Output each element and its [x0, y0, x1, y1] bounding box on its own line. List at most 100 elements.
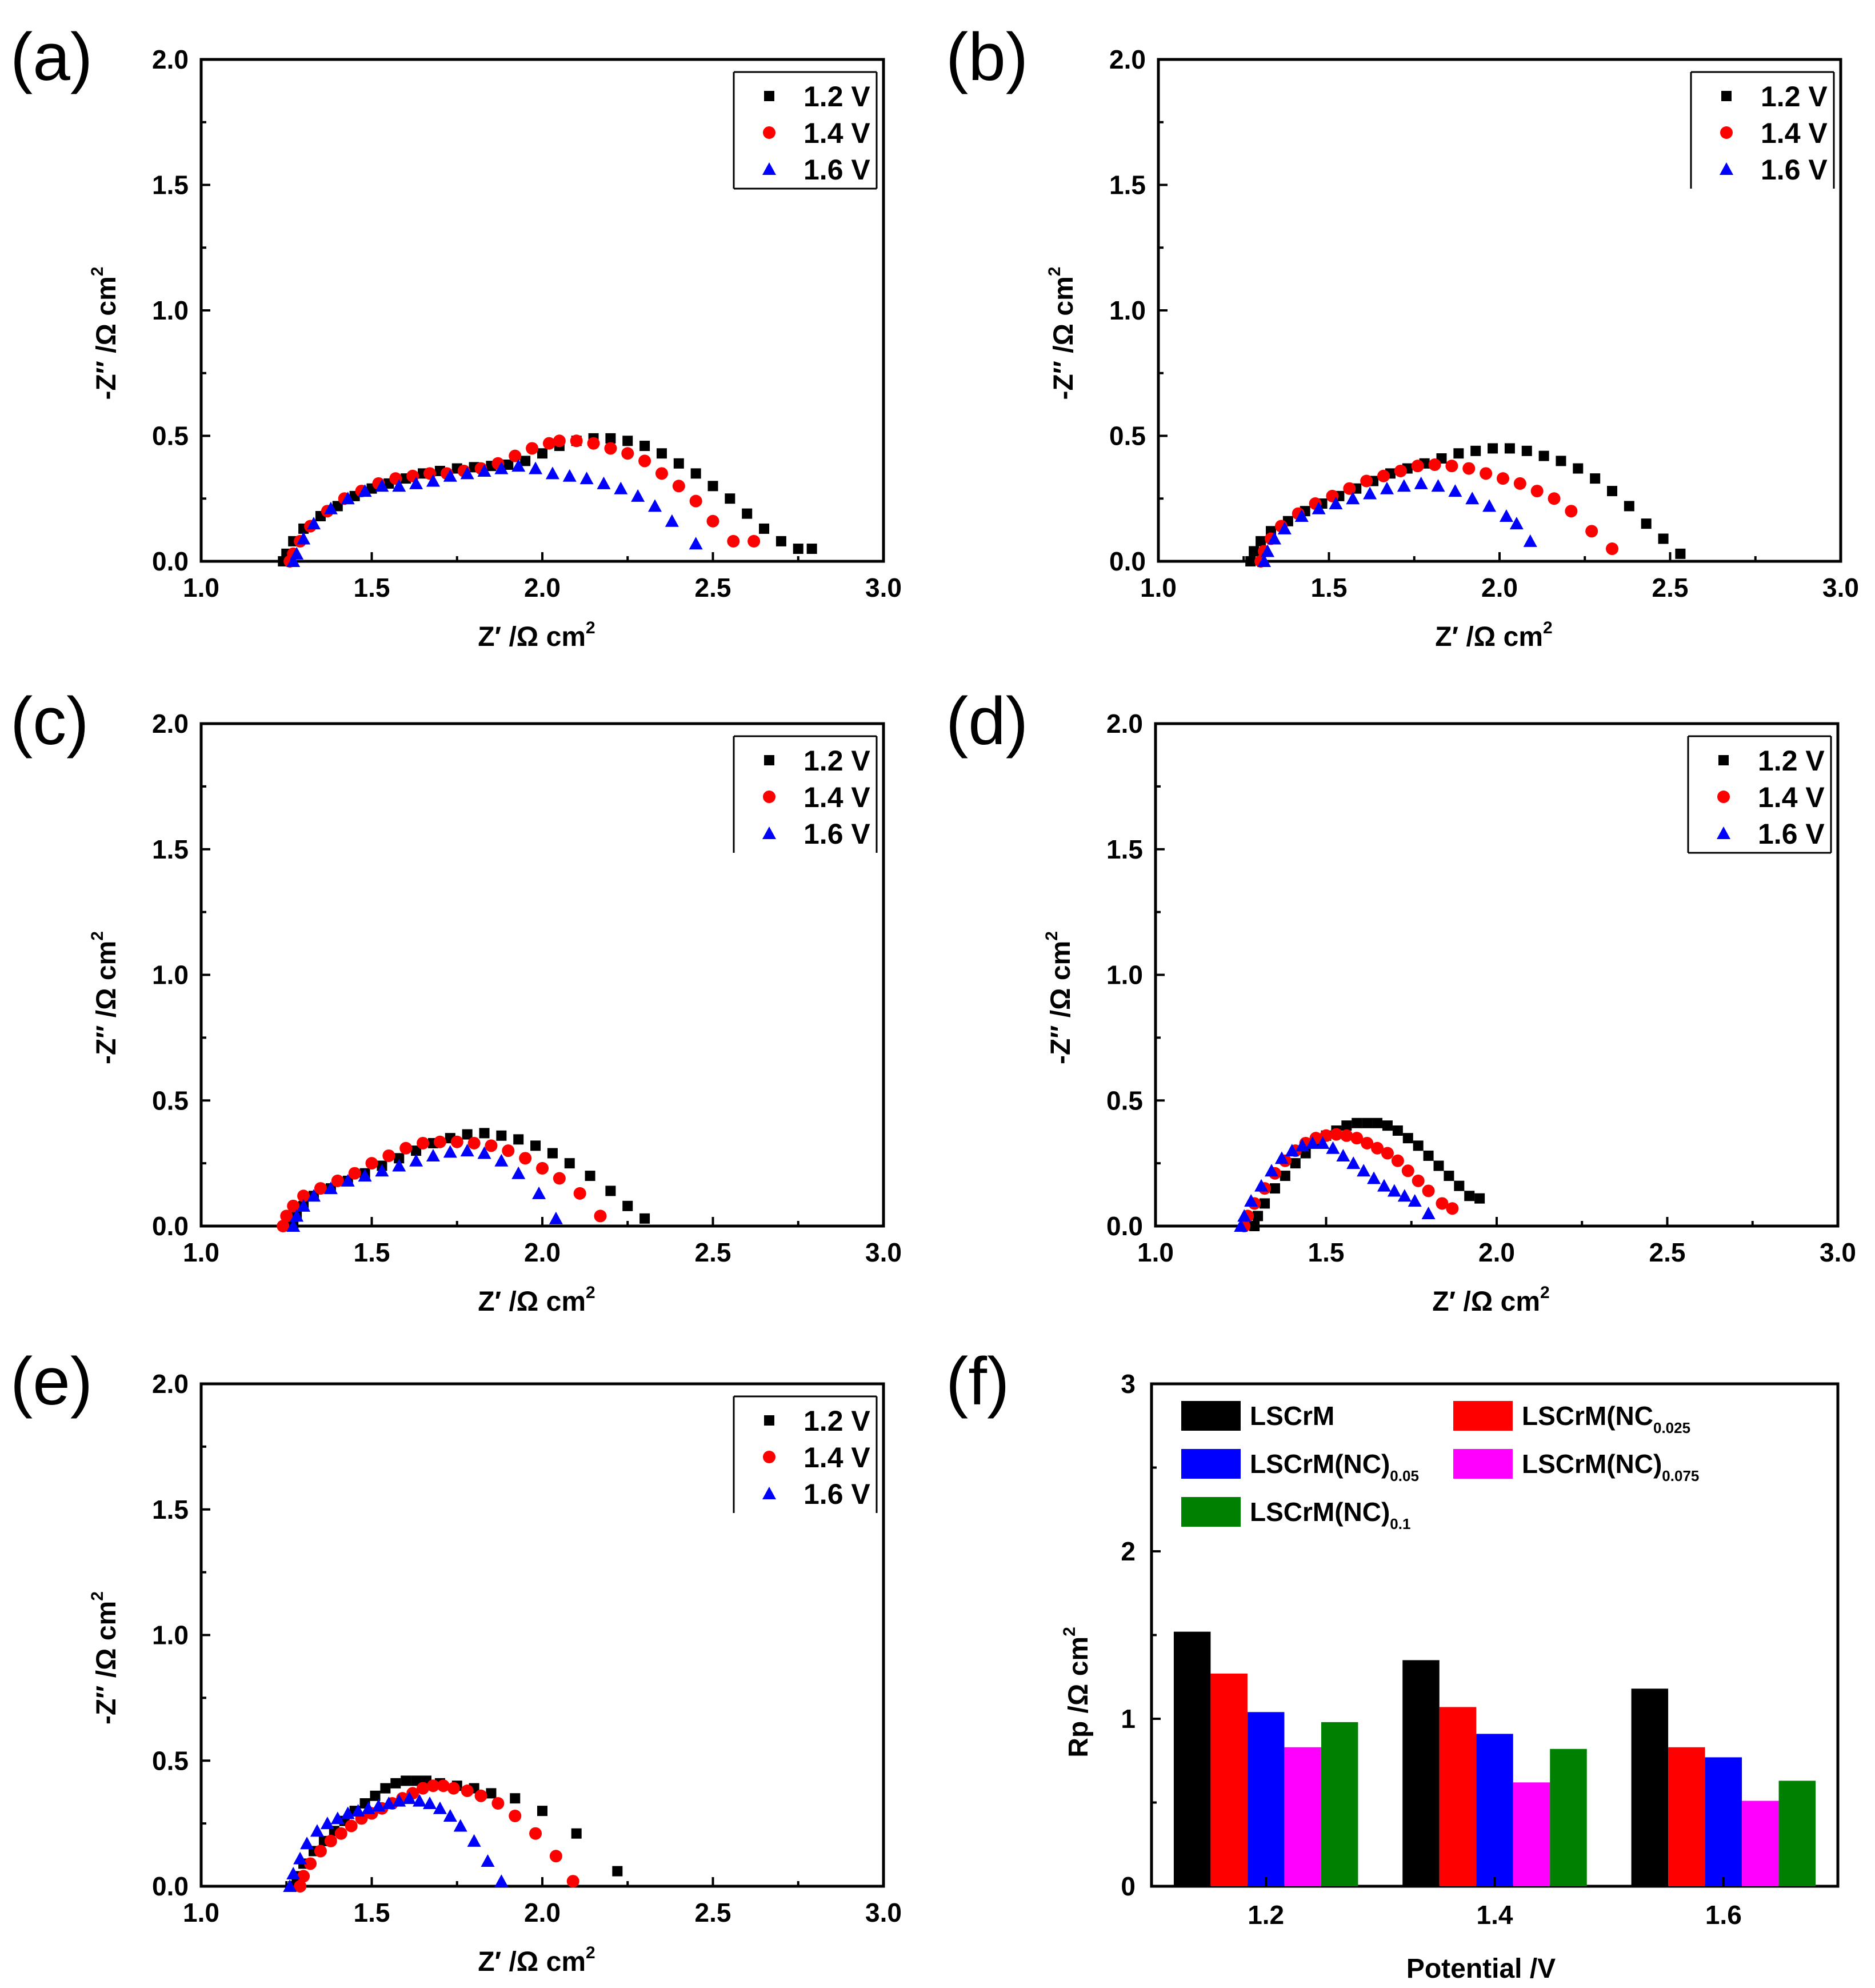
data-point [1361, 1136, 1374, 1149]
legend-marker [1718, 755, 1729, 765]
data-point [727, 534, 740, 548]
bar-series-4 [1321, 1722, 1816, 1886]
y-tick-label: 2.0 [152, 1369, 189, 1399]
data-point [477, 1146, 491, 1159]
x-tick-label: 3.0 [865, 573, 902, 602]
legend-marker [762, 1487, 776, 1499]
data-point [1480, 467, 1493, 480]
data-point [1428, 458, 1441, 471]
data-point [300, 1837, 314, 1850]
data-point [409, 1153, 423, 1167]
y-tick-label: 0.5 [152, 1746, 189, 1775]
legend-swatch [1181, 1401, 1241, 1431]
x-tick-label: 1.5 [354, 1237, 390, 1267]
panel-label: (e) [10, 1344, 93, 1419]
data-point [707, 481, 718, 492]
data-point [622, 1200, 633, 1211]
data-point [392, 1159, 406, 1172]
y-axis-title: -Z″ /Ω cm2 [1042, 931, 1076, 1064]
data-point [542, 437, 555, 450]
legend-marker [764, 1415, 774, 1426]
data-point [648, 499, 662, 512]
panel-label: (b) [946, 19, 1028, 95]
data-point [621, 447, 634, 460]
x-tick-label: 3.0 [1822, 573, 1859, 602]
data-point [1367, 1171, 1381, 1184]
data-point [547, 1148, 558, 1159]
data-point [413, 1794, 427, 1807]
data-point [1371, 1141, 1384, 1155]
data-point [503, 459, 514, 470]
data-point [1465, 492, 1480, 505]
data-point [1397, 479, 1411, 492]
data-point [1249, 546, 1260, 557]
data-point [1414, 476, 1428, 489]
data-point [1341, 1120, 1352, 1131]
y-tick-label: 1 [1121, 1704, 1136, 1734]
data-point [532, 1186, 546, 1199]
data-point [443, 1145, 457, 1158]
data-point [1363, 486, 1377, 500]
data-point [1377, 1179, 1391, 1192]
data-point [1382, 1120, 1393, 1131]
data-point [1294, 509, 1309, 522]
data-point [1387, 1184, 1401, 1197]
data-point [502, 1144, 515, 1157]
data-point [759, 523, 770, 534]
data-point [371, 1799, 386, 1812]
data-point [417, 1782, 430, 1795]
data-point [1244, 1194, 1258, 1207]
data-point [297, 1199, 311, 1212]
data-point [417, 1136, 430, 1149]
data-point [294, 1880, 307, 1893]
y-axis-title: -Z″ /Ω cm2 [88, 931, 122, 1064]
data-point [310, 1824, 324, 1837]
data-point [1436, 1197, 1449, 1210]
x-tick-label: 3.0 [865, 1237, 902, 1267]
data-point [494, 461, 509, 474]
legend-marker [763, 126, 775, 139]
data-point [443, 469, 457, 482]
data-point [409, 476, 423, 489]
data-point [520, 456, 531, 466]
x-category-label: 1.6 [1705, 1900, 1742, 1930]
data-point [461, 1784, 474, 1797]
legend-label: LSCrM(NC)0.1 [1250, 1497, 1410, 1532]
data-point [474, 1789, 487, 1802]
data-point [656, 448, 667, 459]
y-axis-title: -Z″ /Ω cm2 [88, 1591, 122, 1724]
data-point [1641, 518, 1652, 529]
data-point [1565, 505, 1578, 518]
data-point [370, 1790, 381, 1801]
y-tick-label: 0.5 [152, 421, 189, 451]
legend-swatch [1453, 1449, 1513, 1479]
data-point [510, 1793, 521, 1804]
data-point [570, 434, 583, 448]
data-point [605, 433, 616, 444]
data-point [806, 544, 817, 554]
data-point [537, 448, 547, 459]
data-point [1462, 462, 1476, 475]
data-point [1408, 1194, 1422, 1207]
x-category-label: 1.2 [1248, 1900, 1284, 1930]
data-point [690, 468, 701, 479]
x-tick-label: 2.0 [1481, 573, 1518, 602]
data-point [526, 442, 539, 455]
data-point [1585, 525, 1598, 538]
bar [1742, 1801, 1779, 1886]
legend-label: 1.2 V [803, 745, 870, 777]
data-point [297, 1870, 310, 1883]
data-point [486, 1788, 497, 1799]
legend-label: 1.4 V [803, 781, 870, 813]
data-point [1530, 485, 1544, 498]
data-point [426, 474, 440, 487]
legend-label: 1.2 V [803, 1405, 870, 1437]
data-point [537, 1806, 547, 1817]
y-tick-label: 1.5 [152, 1495, 189, 1524]
data-point [689, 494, 702, 508]
data-point [509, 1809, 522, 1822]
legend-label: 1.2 V [1761, 81, 1828, 113]
data-point [1316, 1136, 1330, 1149]
data-point [401, 1775, 411, 1786]
data-point [1573, 463, 1584, 474]
